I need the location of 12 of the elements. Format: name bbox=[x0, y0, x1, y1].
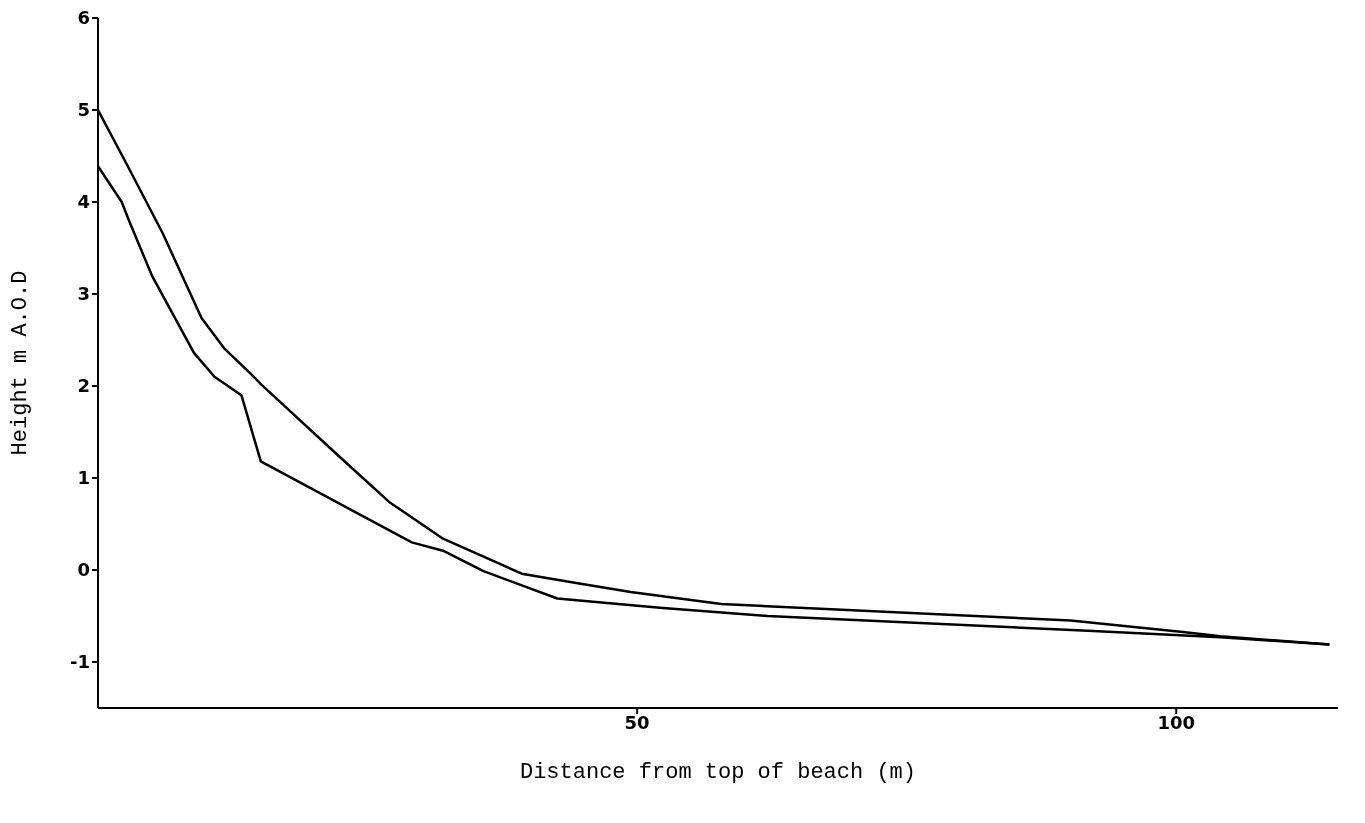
y-tick-label: 2 bbox=[77, 375, 90, 397]
y-tick-label: 3 bbox=[77, 283, 90, 305]
x-tick-label: 100 bbox=[1157, 711, 1196, 733]
x-axis-title: Distance from top of beach (m) bbox=[519, 760, 917, 785]
y-axis-title: Height m A.O.D bbox=[7, 270, 33, 456]
y-tick-label: -1 bbox=[70, 651, 90, 673]
x-tick-label: 50 bbox=[624, 711, 650, 733]
y-tick-label: 6 bbox=[77, 7, 90, 29]
y-tick-label: 1 bbox=[77, 467, 90, 489]
y-tick-label: 5 bbox=[77, 99, 90, 121]
y-tick-label: 4 bbox=[77, 191, 90, 213]
y-tick-label: 0 bbox=[77, 559, 90, 581]
